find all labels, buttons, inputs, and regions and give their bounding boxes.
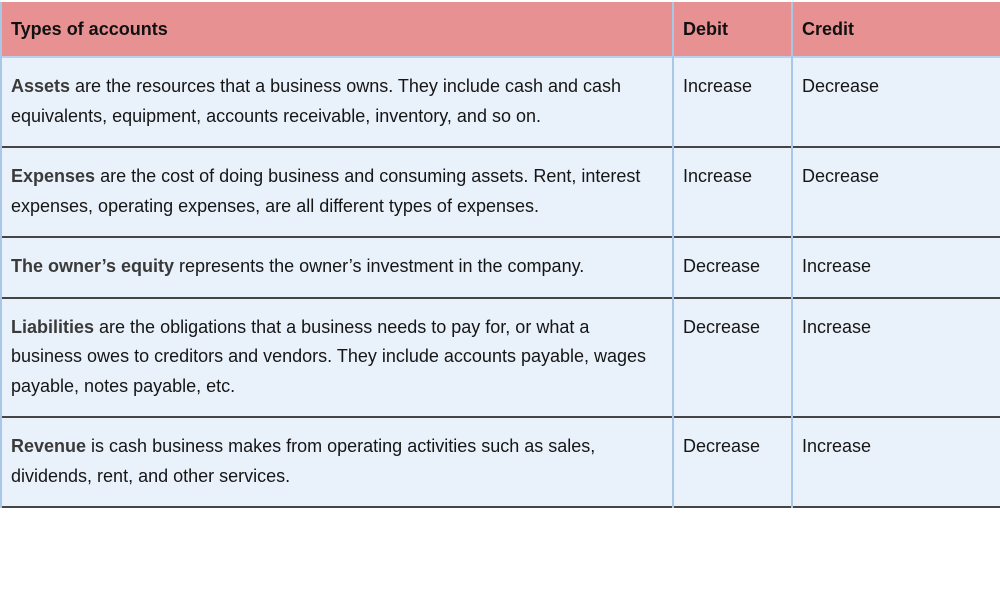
table-row: The owner’s equity represents the owner’… (0, 236, 1000, 298)
debit-cell: Increase (672, 56, 792, 147)
account-description: are the resources that a business owns. … (11, 76, 622, 126)
table-row: Liabilities are the obligations that a b… (0, 296, 1000, 417)
table-row: Assets are the resources that a business… (0, 56, 1000, 147)
account-term: Liabilities (11, 316, 95, 337)
credit-cell: Decrease (791, 146, 1000, 237)
header-row: Types of accounts Debit Credit (0, 2, 1000, 57)
account-description-cell: Expenses are the cost of doing business … (0, 146, 673, 237)
column-header-types-of-accounts: Types of accounts (0, 2, 673, 57)
account-description: represents the owner’s investment in the… (174, 256, 585, 276)
table-row: Revenue is cash business makes from oper… (0, 416, 1000, 507)
debit-cell: Increase (672, 146, 792, 237)
account-term: Expenses (11, 166, 96, 186)
account-term: Revenue (11, 436, 87, 456)
account-description: is cash business makes from operating ac… (11, 436, 596, 486)
column-header-credit: Credit (791, 2, 1000, 57)
credit-cell: Increase (791, 416, 1000, 507)
credit-cell: Increase (791, 296, 1000, 417)
account-term: The owner’s equity (11, 256, 175, 276)
debit-cell: Decrease (672, 236, 792, 298)
column-header-debit: Debit (672, 2, 792, 57)
account-description-cell: Revenue is cash business makes from oper… (0, 416, 673, 507)
debit-cell: Decrease (672, 416, 792, 507)
table-row: Expenses are the cost of doing business … (0, 146, 1000, 237)
credit-cell: Decrease (791, 56, 1000, 147)
credit-cell: Increase (791, 236, 1000, 298)
account-description: are the cost of doing business and consu… (11, 166, 641, 216)
account-description-cell: The owner’s equity represents the owner’… (0, 236, 673, 298)
account-description: are the obligations that a business need… (11, 316, 647, 396)
accounts-table: Types of accounts Debit Credit Assets ar… (0, 2, 1000, 508)
account-term: Assets (11, 76, 71, 96)
account-description-cell: Assets are the resources that a business… (0, 56, 673, 147)
account-description-cell: Liabilities are the obligations that a b… (0, 296, 673, 417)
debit-cell: Decrease (672, 296, 792, 417)
